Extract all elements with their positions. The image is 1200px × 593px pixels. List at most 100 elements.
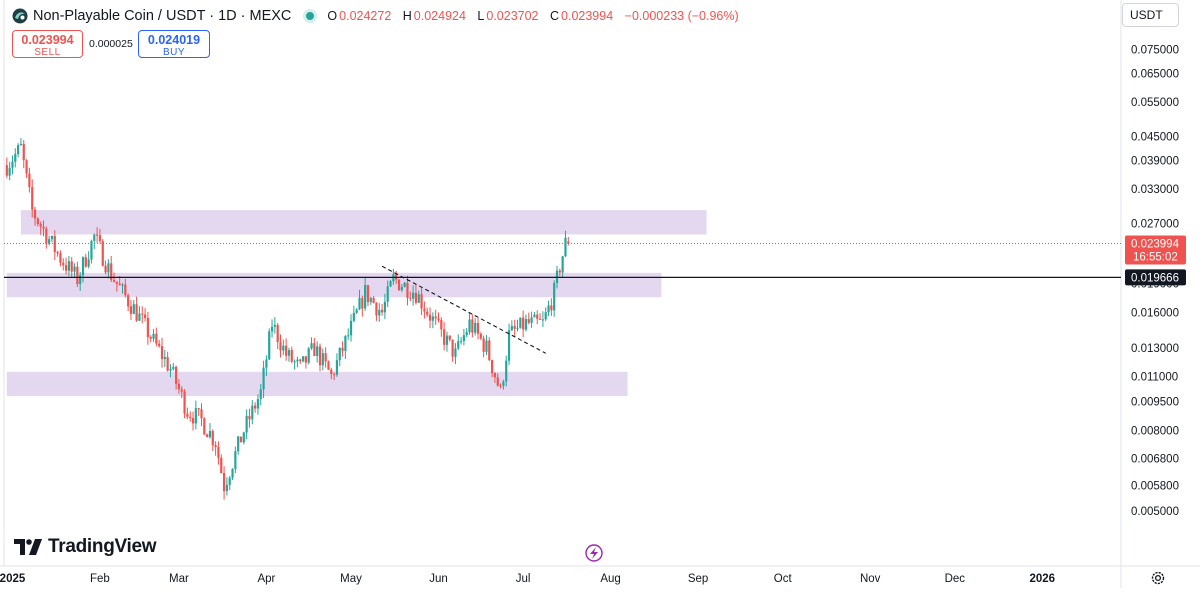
x-tick-label: 2026 xyxy=(1029,573,1055,585)
low-label: L xyxy=(477,9,485,23)
candle-body xyxy=(251,405,254,420)
candle-body xyxy=(152,333,155,339)
candle-body xyxy=(270,326,274,332)
market-status-dot-icon xyxy=(303,9,318,23)
candle-body xyxy=(203,418,206,435)
candle-body xyxy=(101,241,104,266)
candle-body xyxy=(262,367,265,390)
candle-body xyxy=(417,294,420,303)
annotation-lines xyxy=(4,243,1121,562)
candle-body xyxy=(158,343,161,347)
candle-body xyxy=(553,283,556,311)
candle-body xyxy=(519,317,522,328)
candle-body xyxy=(386,286,389,302)
candle-body xyxy=(558,270,561,273)
candle-body xyxy=(378,309,381,316)
candle-body xyxy=(172,366,175,369)
candle-body xyxy=(254,405,257,409)
candle-body xyxy=(341,347,344,351)
candle-body xyxy=(79,275,82,285)
candle-body xyxy=(299,359,302,362)
symbol-title[interactable]: Non-Playable Coin / USDT · 1D · MEXC xyxy=(33,8,292,24)
y-tick-label: 0.005000 xyxy=(1131,506,1179,518)
candle-body xyxy=(276,324,279,343)
y-tick-label: 0.045000 xyxy=(1131,131,1179,143)
candle-body xyxy=(448,335,451,340)
candle-body xyxy=(59,253,62,263)
candle-body xyxy=(338,347,341,361)
candle-body xyxy=(87,259,90,267)
candle-body xyxy=(228,477,231,485)
change-value: −0.000233 (−0.96%) xyxy=(624,9,739,23)
zones-layer xyxy=(6,210,707,397)
spread-value: 0.000025 xyxy=(89,38,133,50)
candle-body xyxy=(90,240,93,260)
last-price-label-bg xyxy=(1125,235,1186,265)
flash-icon[interactable] xyxy=(585,544,603,562)
buy-button[interactable]: 0.024019 BUY xyxy=(138,30,210,58)
candle-body xyxy=(366,285,370,303)
candle-body xyxy=(533,314,536,318)
candle-body xyxy=(237,436,240,452)
candle-body xyxy=(194,408,197,424)
candle-body xyxy=(428,314,432,321)
candle-body xyxy=(459,340,463,342)
candle-body xyxy=(73,266,76,272)
candle-body xyxy=(98,235,102,242)
candle-body xyxy=(431,316,434,321)
candle-body xyxy=(14,154,17,162)
candle-body xyxy=(437,318,440,320)
candle-body xyxy=(107,263,110,273)
candle-body xyxy=(527,319,530,323)
candle-body xyxy=(56,252,59,254)
candle-body xyxy=(200,409,203,419)
candle-body xyxy=(496,377,499,386)
candle-body xyxy=(70,261,73,272)
candle-body xyxy=(42,226,45,229)
settings-gear-icon[interactable] xyxy=(1150,570,1166,586)
candle-body xyxy=(344,336,347,351)
candle-body xyxy=(127,295,130,307)
candle-body xyxy=(285,345,288,356)
x-tick-label: Feb xyxy=(90,573,110,585)
time-axis[interactable]: 2025 Feb Mar Apr May Jun Jul Aug Sep Oct Nov Dec 202… xyxy=(0,573,1055,585)
candle-body xyxy=(335,360,339,375)
candle-body xyxy=(84,257,87,267)
candle-body xyxy=(380,309,384,313)
candle-body xyxy=(397,279,401,291)
candle-body xyxy=(550,305,553,311)
candle-body xyxy=(81,257,85,276)
candle-body xyxy=(25,160,28,174)
candle-body xyxy=(372,297,375,303)
candle-body xyxy=(423,308,426,312)
buy-price: 0.024019 xyxy=(147,33,201,47)
candle-body xyxy=(62,262,65,266)
candle-body xyxy=(96,234,99,236)
candle-body xyxy=(36,218,39,224)
candle-body xyxy=(491,360,494,374)
price-axis[interactable]: 0.075000 0.065000 0.055000 0.045000 0.039000… xyxy=(1125,44,1186,518)
candle-body xyxy=(22,143,25,161)
y-tick-label: 0.033000 xyxy=(1131,184,1179,196)
candle-body xyxy=(220,457,223,474)
sell-button[interactable]: 0.023994 SELL xyxy=(12,30,83,58)
candle-body xyxy=(268,331,271,360)
currency-button[interactable]: USDT xyxy=(1122,3,1179,27)
candle-body xyxy=(412,292,415,299)
candle-body xyxy=(361,297,364,309)
candle-body xyxy=(538,318,542,320)
candle-body xyxy=(64,265,68,271)
candle-body xyxy=(465,332,468,336)
candle-body xyxy=(333,374,336,376)
sell-label: SELL xyxy=(34,47,61,58)
candle-body xyxy=(135,304,138,321)
x-tick-label: Jul xyxy=(516,573,531,585)
candle-body xyxy=(93,234,96,241)
candle-body xyxy=(121,284,124,286)
candle-body xyxy=(112,279,116,282)
candle-body xyxy=(522,317,525,330)
candle-body xyxy=(389,281,392,287)
zone-rect-3 xyxy=(6,371,628,397)
